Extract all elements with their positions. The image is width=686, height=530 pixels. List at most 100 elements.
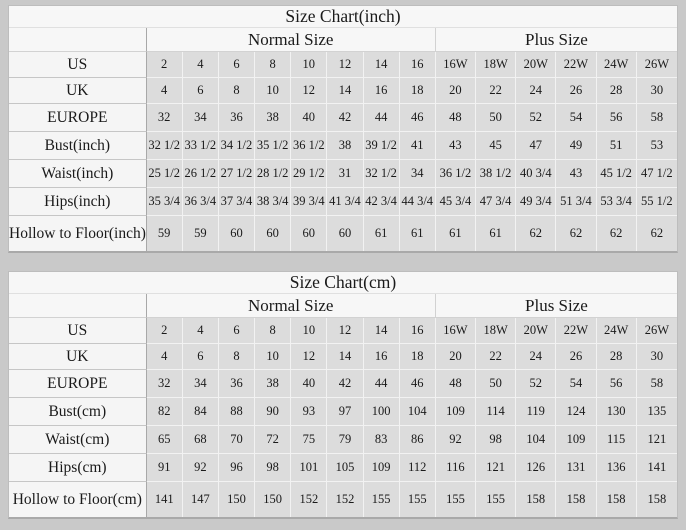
value-cell: 14 — [327, 78, 364, 104]
value-cell: 48 — [435, 370, 477, 398]
value-cell: 155 — [435, 482, 477, 517]
value-cell: 98 — [476, 426, 517, 454]
value-cell: 47 3/4 — [476, 188, 517, 216]
value-cell: 61 — [363, 216, 400, 251]
value-cell: 150 — [218, 482, 256, 517]
value-cell: 155 — [399, 482, 436, 517]
value-cell: 30 — [636, 344, 677, 370]
value-cell: 62 — [596, 216, 637, 251]
value-cell: 16W — [435, 318, 477, 344]
value-cell: 109 — [363, 454, 400, 482]
value-cell: 59 — [146, 216, 183, 251]
value-cell: 24 — [516, 344, 557, 370]
value-cell: 32 — [146, 104, 183, 132]
value-cell: 40 — [291, 104, 328, 132]
column-group-row: Normal Size Plus Size — [9, 28, 677, 52]
row-label: Bust(cm) — [9, 398, 147, 426]
row-label: UK — [9, 344, 147, 370]
value-cell: 35 1/2 — [255, 132, 292, 160]
table-row: US 2 4 6 8 10 12 14 16 16W 18W 20W 22W 24W 26W — [9, 52, 677, 78]
value-cell: 60 — [255, 216, 292, 251]
value-cell: 4 — [182, 318, 219, 344]
value-cell: 44 3/4 — [399, 188, 436, 216]
value-cell: 14 — [327, 344, 364, 370]
group-header-plus: Plus Size — [435, 28, 677, 52]
value-cell: 28 — [596, 344, 637, 370]
value-cell: 114 — [476, 398, 517, 426]
table-row: UK 4 6 8 10 12 14 16 18 20 22 24 26 28 30 — [9, 78, 677, 104]
value-cell: 45 — [476, 132, 517, 160]
value-cell: 39 1/2 — [363, 132, 400, 160]
value-cell: 91 — [146, 454, 183, 482]
value-cell: 12 — [327, 318, 364, 344]
row-label: Hips(inch) — [9, 188, 147, 216]
value-cell: 12 — [291, 344, 328, 370]
value-cell: 16 — [399, 318, 436, 344]
value-cell: 18 — [399, 78, 436, 104]
value-cell: 20W — [516, 318, 557, 344]
value-cell: 38 1/2 — [476, 160, 517, 188]
value-cell: 26W — [636, 52, 677, 78]
value-cell: 141 — [146, 482, 183, 517]
row-label: US — [9, 318, 147, 344]
value-cell: 51 — [596, 132, 637, 160]
value-cell: 6 — [218, 318, 256, 344]
corner-cell — [9, 294, 147, 318]
value-cell: 155 — [476, 482, 517, 517]
value-cell: 34 — [182, 370, 219, 398]
value-cell: 16 — [363, 344, 400, 370]
value-cell: 4 — [146, 78, 183, 104]
value-cell: 58 — [636, 104, 677, 132]
value-cell: 61 — [476, 216, 517, 251]
value-cell: 18W — [476, 52, 517, 78]
value-cell: 152 — [327, 482, 364, 517]
value-cell: 37 3/4 — [218, 188, 256, 216]
row-label: Waist(cm) — [9, 426, 147, 454]
value-cell: 55 1/2 — [636, 188, 677, 216]
value-cell: 58 — [636, 370, 677, 398]
value-cell: 32 1/2 — [363, 160, 400, 188]
value-cell: 84 — [182, 398, 219, 426]
value-cell: 32 — [146, 370, 183, 398]
value-cell: 43 — [556, 160, 597, 188]
value-cell: 26 — [556, 344, 597, 370]
value-cell: 93 — [291, 398, 328, 426]
value-cell: 38 — [327, 132, 364, 160]
table-row: UK 4 6 8 10 12 14 16 18 20 22 24 26 28 30 — [9, 344, 677, 370]
value-cell: 109 — [435, 398, 477, 426]
row-label: EUROPE — [9, 104, 147, 132]
value-cell: 82 — [146, 398, 183, 426]
row-label: Hollow to Floor(cm) — [9, 482, 147, 517]
value-cell: 141 — [636, 454, 677, 482]
value-cell: 147 — [182, 482, 219, 517]
table-row: Hips(inch) 35 3/4 36 3/4 37 3/4 38 3/4 39 3/4… — [9, 188, 677, 216]
row-label: Hollow to Floor(inch) — [9, 216, 147, 251]
value-cell: 158 — [516, 482, 557, 517]
table-row: Bust(cm) 82 84 88 90 93 97 100 104 109 114 119 124 13… — [9, 398, 677, 426]
value-cell: 60 — [327, 216, 364, 251]
value-cell: 14 — [363, 318, 400, 344]
value-cell: 131 — [556, 454, 597, 482]
value-cell: 43 — [435, 132, 477, 160]
value-cell: 158 — [596, 482, 637, 517]
value-cell: 8 — [218, 344, 256, 370]
value-cell: 22 — [476, 78, 517, 104]
value-cell: 18W — [476, 318, 517, 344]
value-cell: 50 — [476, 104, 517, 132]
value-cell: 68 — [182, 426, 219, 454]
value-cell: 109 — [556, 426, 597, 454]
value-cell: 90 — [255, 398, 292, 426]
group-header-normal: Normal Size — [146, 294, 436, 318]
value-cell: 42 — [327, 370, 364, 398]
value-cell: 115 — [596, 426, 637, 454]
value-cell: 2 — [146, 52, 183, 78]
value-cell: 158 — [556, 482, 597, 517]
value-cell: 34 — [399, 160, 436, 188]
table-row: Waist(inch) 25 1/2 26 1/2 27 1/2 28 1/2 29 1/… — [9, 160, 677, 188]
row-label: Waist(inch) — [9, 160, 147, 188]
value-cell: 8 — [255, 52, 292, 78]
table-title-row: Size Chart(cm) — [9, 272, 677, 294]
value-cell: 40 — [291, 370, 328, 398]
value-cell: 16W — [435, 52, 477, 78]
size-chart-cm-table: Size Chart(cm) Normal Size Plus Size US 2 4 6 8… — [8, 271, 678, 519]
